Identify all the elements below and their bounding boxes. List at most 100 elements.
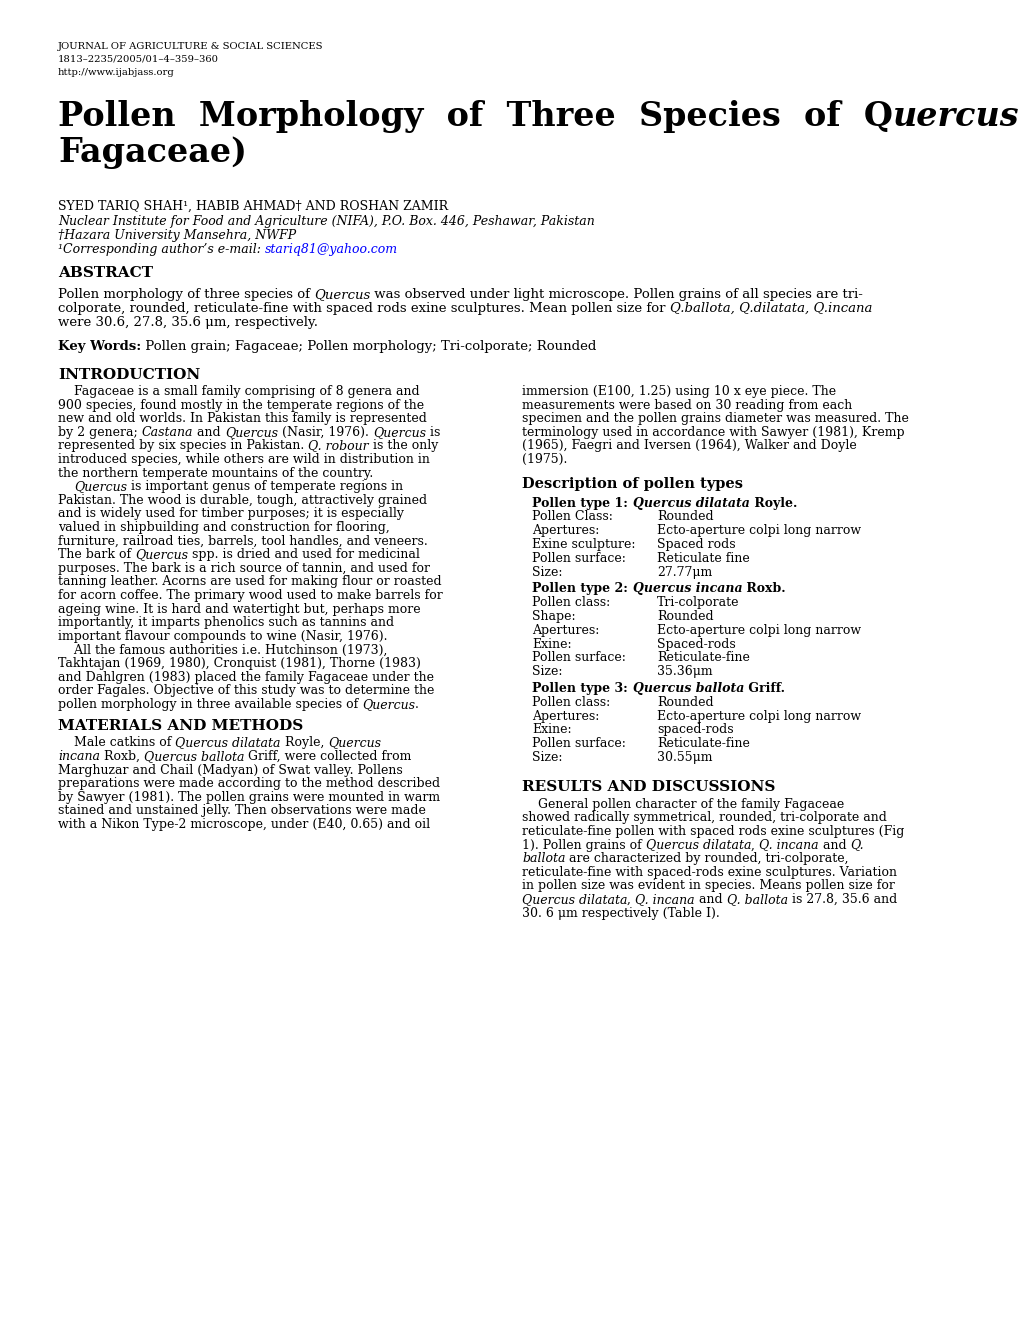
Text: Griff.: Griff. — [744, 682, 785, 696]
Text: Quercus: Quercus — [224, 426, 277, 438]
Text: Exine:: Exine: — [532, 723, 571, 737]
Text: valued in shipbuilding and construction for flooring,: valued in shipbuilding and construction … — [58, 521, 389, 535]
Text: Pollen type 1:: Pollen type 1: — [532, 496, 628, 510]
Text: Description of pollen types: Description of pollen types — [522, 477, 742, 491]
Text: introduced species, while others are wild in distribution in: introduced species, while others are wil… — [58, 453, 429, 466]
Text: Quercus dilatata: Quercus dilatata — [522, 894, 627, 906]
Text: incana: incana — [58, 750, 100, 763]
Text: Nuclear Institute for Food and Agriculture (NIFA), P.O. Box. 446, Peshawar, Paki: Nuclear Institute for Food and Agricultu… — [58, 215, 594, 228]
Text: tanning leather. Acorns are used for making flour or roasted: tanning leather. Acorns are used for mak… — [58, 576, 441, 589]
Text: JOURNAL OF AGRICULTURE & SOCIAL SCIENCES: JOURNAL OF AGRICULTURE & SOCIAL SCIENCES — [58, 42, 323, 51]
Text: purposes. The bark is a rich source of tannin, and used for: purposes. The bark is a rich source of t… — [58, 562, 430, 574]
Text: ,: , — [751, 838, 758, 851]
Text: Pollen surface:: Pollen surface: — [532, 651, 626, 664]
Text: Takhtajan (1969, 1980), Cronquist (1981), Thorne (1983): Takhtajan (1969, 1980), Cronquist (1981)… — [58, 657, 421, 671]
Text: Quercus: Quercus — [314, 288, 370, 301]
Text: (1965), Faegri and Iversen (1964), Walker and Doyle: (1965), Faegri and Iversen (1964), Walke… — [522, 440, 856, 453]
Text: SYED TARIQ SHAH¹, HABIB AHMAD† AND ROSHAN ZAMIR: SYED TARIQ SHAH¹, HABIB AHMAD† AND ROSHA… — [58, 201, 447, 213]
Text: Quercus dilatata: Quercus dilatata — [175, 737, 280, 750]
Text: the northern temperate mountains of the country.: the northern temperate mountains of the … — [58, 466, 373, 479]
Text: 900 species, found mostly in the temperate regions of the: 900 species, found mostly in the tempera… — [58, 399, 424, 412]
Text: spaced-rods: spaced-rods — [656, 723, 733, 737]
Text: MATERIALS AND METHODS: MATERIALS AND METHODS — [58, 719, 303, 734]
Text: Quercus: Quercus — [135, 548, 187, 561]
Text: Quercus dilatata: Quercus dilatata — [632, 496, 749, 510]
Text: Rounded: Rounded — [656, 610, 713, 623]
Text: Reticulate-fine: Reticulate-fine — [656, 651, 749, 664]
Text: Ecto-aperture colpi long narrow: Ecto-aperture colpi long narrow — [656, 624, 860, 636]
Text: Q.: Q. — [850, 838, 863, 851]
Text: Q. robour: Q. robour — [308, 440, 369, 453]
Text: RESULTS AND DISCUSSIONS: RESULTS AND DISCUSSIONS — [522, 780, 774, 793]
Text: Size:: Size: — [532, 565, 561, 578]
Text: Pollen class:: Pollen class: — [532, 696, 609, 709]
Text: Key Words:: Key Words: — [58, 341, 141, 352]
Text: spp. is dried and used for medicinal: spp. is dried and used for medicinal — [187, 548, 420, 561]
Text: and is widely used for timber purposes; it is especially: and is widely used for timber purposes; … — [58, 507, 404, 520]
Text: Size:: Size: — [532, 751, 561, 764]
Text: Q. incana: Q. incana — [635, 894, 694, 906]
Text: (Nasir, 1976).: (Nasir, 1976). — [277, 426, 372, 438]
Text: Pollen type 3:: Pollen type 3: — [532, 682, 627, 696]
Text: Fagaceae is a small family comprising of 8 genera and: Fagaceae is a small family comprising of… — [58, 385, 419, 399]
Text: †Hazara University Mansehra, NWFP: †Hazara University Mansehra, NWFP — [58, 228, 296, 242]
Text: Quercus: Quercus — [328, 737, 381, 750]
Text: Quercus: Quercus — [74, 480, 127, 494]
Text: were 30.6, 27.8, 35.6 μm, respectively.: were 30.6, 27.8, 35.6 μm, respectively. — [58, 315, 318, 329]
Text: Apertures:: Apertures: — [532, 710, 599, 722]
Text: Exine sculpture:: Exine sculpture: — [532, 539, 635, 550]
Text: Pakistan. The wood is durable, tough, attractively grained: Pakistan. The wood is durable, tough, at… — [58, 494, 427, 507]
Text: order Fagales. Objective of this study was to determine the: order Fagales. Objective of this study w… — [58, 684, 434, 697]
Text: INTRODUCTION: INTRODUCTION — [58, 368, 200, 381]
Text: Tri-colporate: Tri-colporate — [656, 597, 739, 610]
Text: showed radically symmetrical, rounded, tri-colporate and: showed radically symmetrical, rounded, t… — [522, 812, 886, 825]
Text: Q. incana: Q. incana — [758, 838, 818, 851]
Text: uercus: uercus — [892, 100, 1018, 133]
Text: with a Nikon Type-2 microscope, under (E40, 0.65) and oil: with a Nikon Type-2 microscope, under (E… — [58, 818, 430, 832]
Text: Spaced rods: Spaced rods — [656, 539, 735, 550]
Text: 30. 6 μm respectively (Table I).: 30. 6 μm respectively (Table I). — [522, 907, 719, 920]
Text: is the only: is the only — [369, 440, 438, 453]
Text: Q.ballota, Q.dilatata, Q.incana: Q.ballota, Q.dilatata, Q.incana — [669, 302, 871, 315]
Text: 1). Pollen grains of: 1). Pollen grains of — [522, 838, 645, 851]
Text: Q. ballota: Q. ballota — [726, 894, 787, 906]
Text: and: and — [694, 894, 726, 906]
Text: Exine:: Exine: — [532, 638, 571, 651]
Text: Quercus: Quercus — [362, 698, 415, 710]
Text: is important genus of temperate regions in: is important genus of temperate regions … — [127, 480, 403, 494]
Text: 35.36μm: 35.36μm — [656, 665, 712, 678]
Text: important flavour compounds to wine (Nasir, 1976).: important flavour compounds to wine (Nas… — [58, 630, 387, 643]
Text: Quercus dilatata: Quercus dilatata — [645, 838, 751, 851]
Text: Pollen morphology of three species of: Pollen morphology of three species of — [58, 288, 314, 301]
Text: was observed under light microscope. Pollen grains of all species are tri-: was observed under light microscope. Pol… — [370, 288, 862, 301]
Text: immersion (E100, 1.25) using 10 x eye piece. The: immersion (E100, 1.25) using 10 x eye pi… — [522, 385, 836, 399]
Text: and Dahlgren (1983) placed the family Fagaceae under the: and Dahlgren (1983) placed the family Fa… — [58, 671, 433, 684]
Text: measurements were based on 30 reading from each: measurements were based on 30 reading fr… — [522, 399, 852, 412]
Text: Pollen Class:: Pollen Class: — [532, 511, 612, 524]
Text: by 2 genera;: by 2 genera; — [58, 426, 142, 438]
Text: 30.55μm: 30.55μm — [656, 751, 712, 764]
Text: Quercus ballota: Quercus ballota — [144, 750, 245, 763]
Text: Pollen surface:: Pollen surface: — [532, 552, 626, 565]
Text: stariq81@yahoo.com: stariq81@yahoo.com — [265, 243, 397, 256]
Text: ageing wine. It is hard and watertight but, perhaps more: ageing wine. It is hard and watertight b… — [58, 603, 420, 615]
Text: Quercus incana: Quercus incana — [632, 582, 742, 595]
Text: http://www.ijabjass.org: http://www.ijabjass.org — [58, 69, 174, 77]
Text: furniture, railroad ties, barrels, tool handles, and veneers.: furniture, railroad ties, barrels, tool … — [58, 535, 427, 548]
Text: stained and unstained jelly. Then observations were made: stained and unstained jelly. Then observ… — [58, 804, 426, 817]
Text: colporate, rounded, reticulate-fine with spaced rods exine sculptures. Mean poll: colporate, rounded, reticulate-fine with… — [58, 302, 669, 315]
Text: in pollen size was evident in species. Means pollen size for: in pollen size was evident in species. M… — [522, 879, 894, 892]
Text: Quercus ballota: Quercus ballota — [632, 682, 744, 696]
Text: General pollen character of the family Fagaceae: General pollen character of the family F… — [522, 797, 844, 810]
Text: 1813–2235/2005/01–4–359–360: 1813–2235/2005/01–4–359–360 — [58, 55, 219, 63]
Text: importantly, it imparts phenolics such as tannins and: importantly, it imparts phenolics such a… — [58, 616, 393, 630]
Text: Pollen surface:: Pollen surface: — [532, 737, 626, 750]
Text: are characterized by rounded, tri-colporate,: are characterized by rounded, tri-colpor… — [565, 853, 848, 865]
Text: new and old worlds. In Pakistan this family is represented: new and old worlds. In Pakistan this fam… — [58, 412, 427, 425]
Text: Royle,: Royle, — [280, 737, 328, 750]
Text: Marghuzar and Chail (Madyan) of Swat valley. Pollens: Marghuzar and Chail (Madyan) of Swat val… — [58, 763, 403, 776]
Text: Fagaceae): Fagaceae) — [58, 136, 247, 169]
Text: and: and — [818, 838, 850, 851]
Text: All the famous authorities i.e. Hutchinson (1973),: All the famous authorities i.e. Hutchins… — [58, 643, 387, 656]
Text: Roxb.: Roxb. — [742, 582, 786, 595]
